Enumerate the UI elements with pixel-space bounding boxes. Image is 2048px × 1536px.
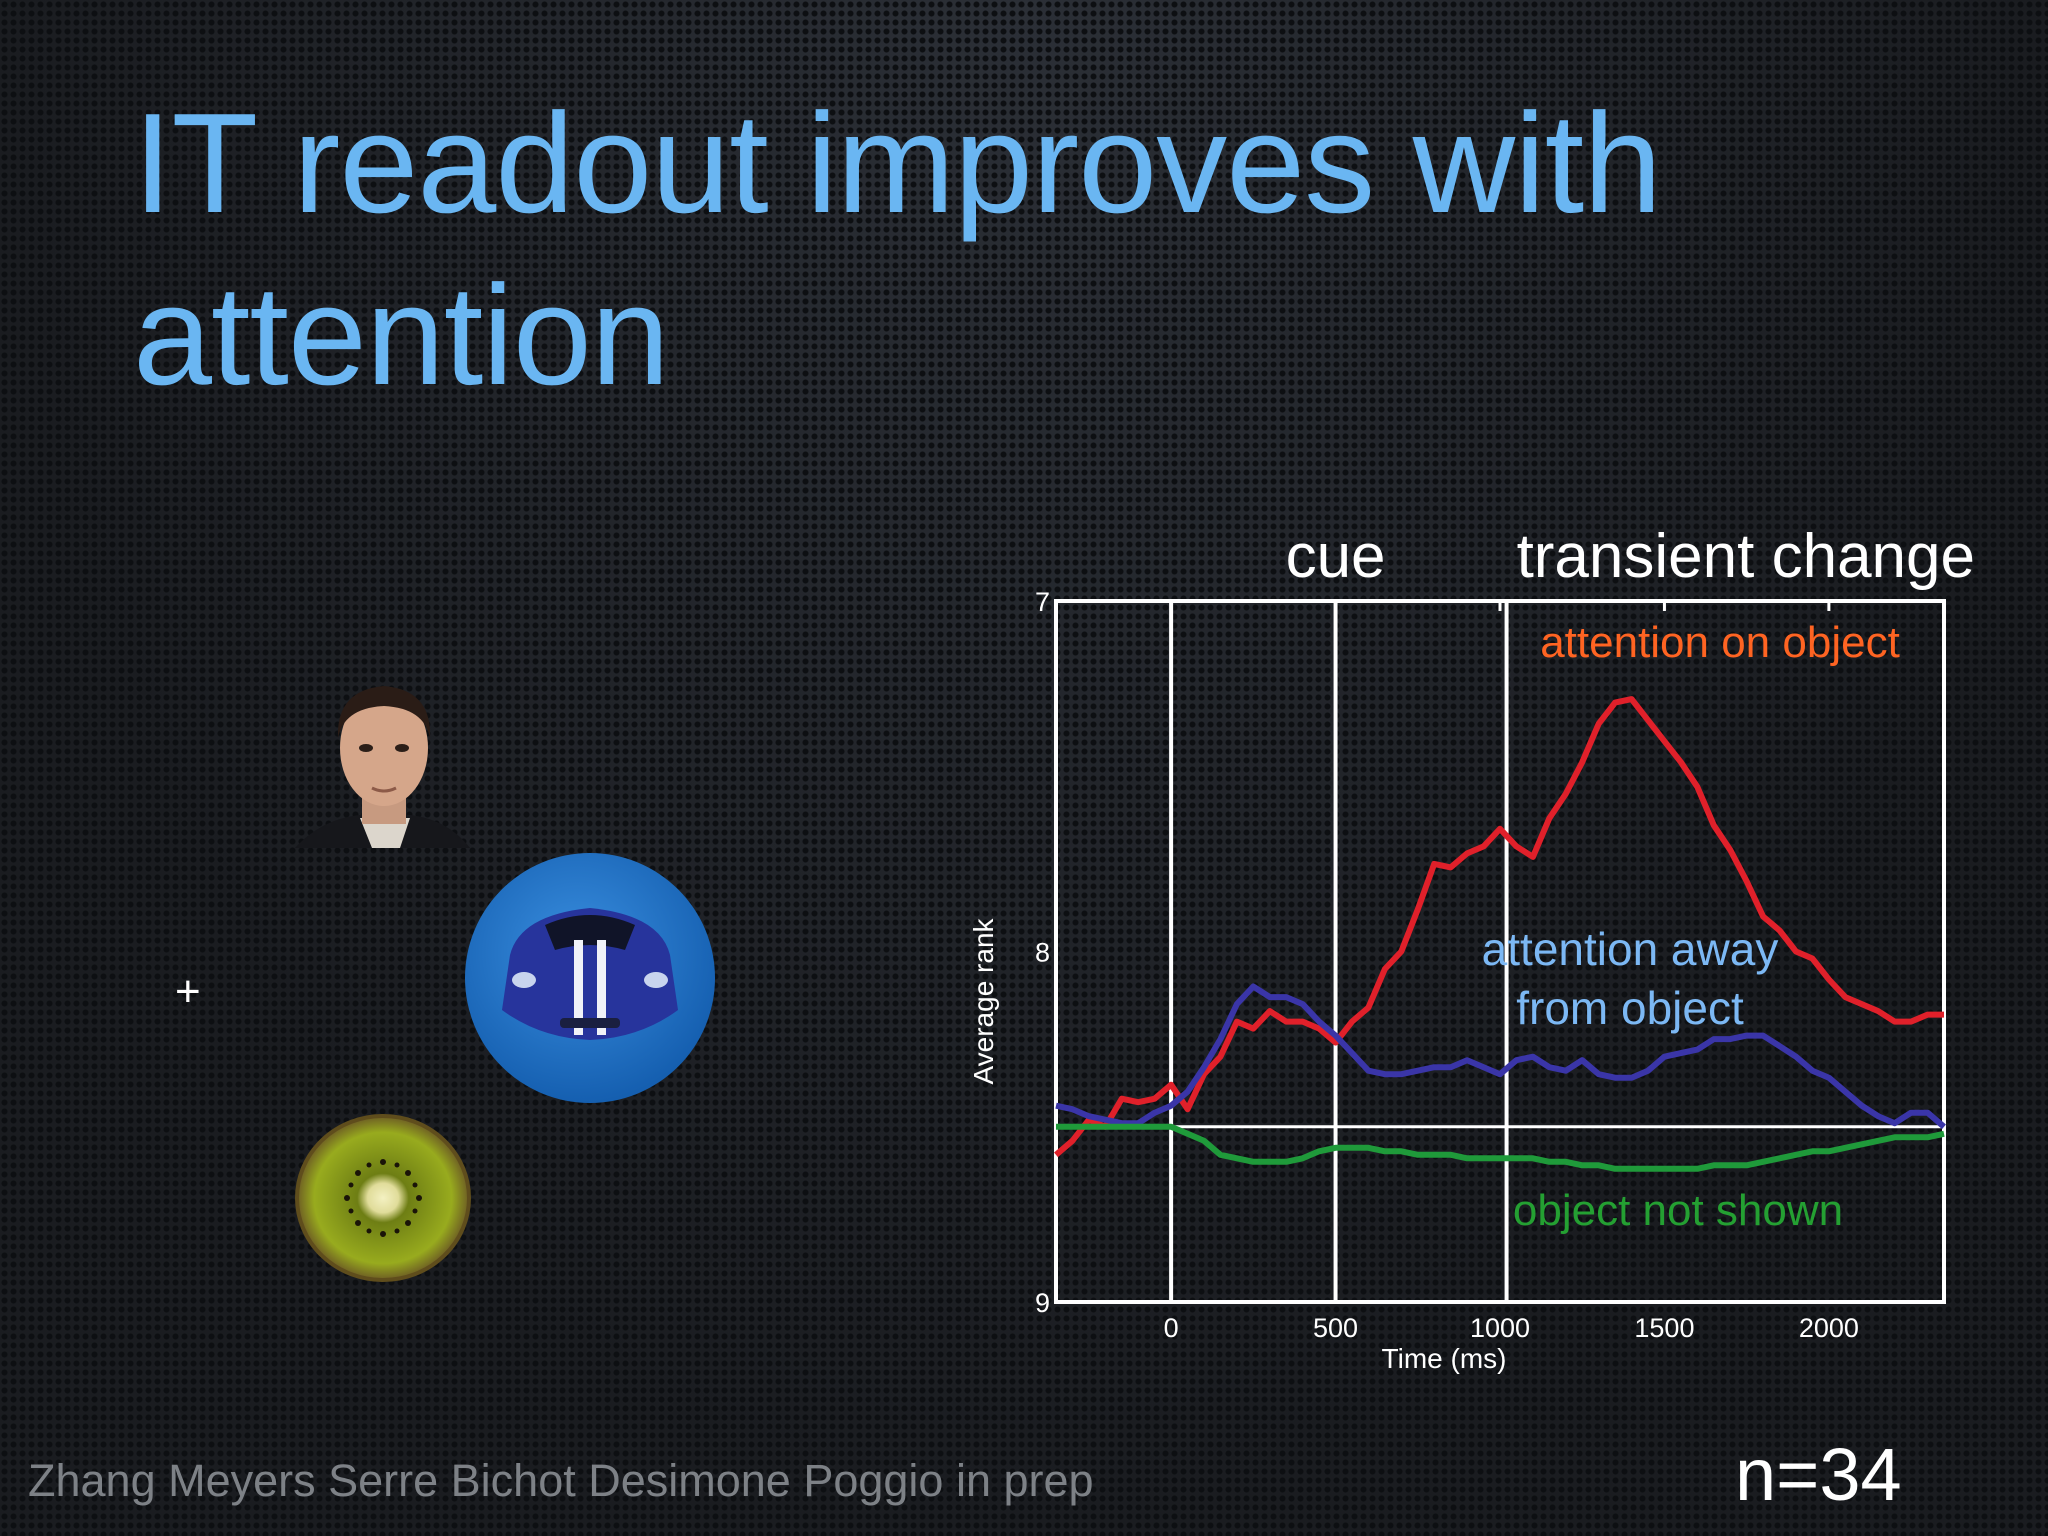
slide-title-line-1: IT readout improves with bbox=[133, 84, 1662, 243]
x-tick-label-2: 1000 bbox=[1470, 1313, 1530, 1343]
object-not-shown-label: object not shown bbox=[1513, 1186, 1843, 1235]
x-tick-label-0: 0 bbox=[1164, 1313, 1179, 1343]
event-label-2: transient change bbox=[1517, 522, 1975, 591]
x-axis-label: Time (ms) bbox=[1382, 1343, 1507, 1374]
object-not-shown-line bbox=[1056, 1123, 1945, 1172]
y-axis-label: Average rank bbox=[968, 917, 999, 1084]
citation: Zhang Meyers Serre Bichot Desimone Poggi… bbox=[28, 1455, 1094, 1506]
slide-title-line-2: attention bbox=[133, 256, 670, 415]
attention-away-line bbox=[1055, 983, 1946, 1130]
fixation-cross: + bbox=[175, 967, 201, 1016]
car-photo-icon bbox=[465, 853, 715, 1103]
slide-title: IT readout improves with attention bbox=[133, 78, 1933, 422]
kiwi-photo-icon bbox=[295, 1114, 471, 1282]
attention-on-object-label: attention on object bbox=[1540, 618, 1900, 667]
attention-away-label-line-2: from object bbox=[1516, 982, 1744, 1034]
x-tick-label-4: 2000 bbox=[1799, 1313, 1859, 1343]
y-tick-label-2: 9 bbox=[1035, 1288, 1050, 1318]
face-photo-icon bbox=[295, 686, 470, 848]
attention-away-label-line-1: attention away bbox=[1482, 923, 1779, 975]
x-tick-label-3: 1500 bbox=[1634, 1313, 1694, 1343]
attention-on-object-line bbox=[1054, 696, 1944, 1158]
y-tick-label-0: 7 bbox=[1035, 587, 1050, 617]
sample-size-label: n=34 bbox=[1735, 1433, 1902, 1516]
event-label-1: cue bbox=[1286, 522, 1386, 591]
x-tick-label-1: 500 bbox=[1313, 1313, 1358, 1343]
y-tick-label-1: 8 bbox=[1035, 938, 1050, 968]
